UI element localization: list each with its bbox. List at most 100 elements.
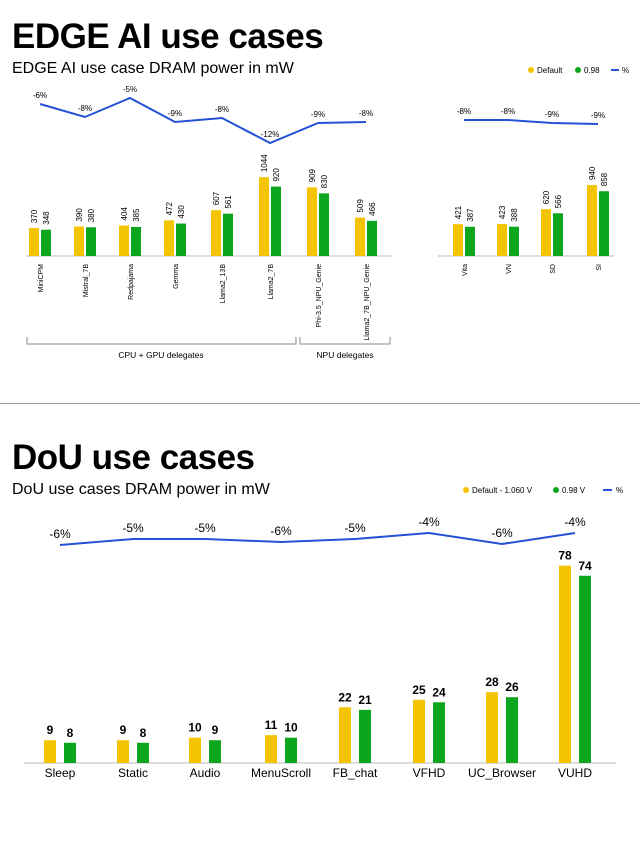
edge-value-label: 404	[120, 207, 129, 221]
edge-value-label: 909	[308, 168, 317, 182]
dou-bar-vuhd-default	[559, 565, 571, 763]
dou-category-label: MenuScroll	[251, 766, 311, 780]
edge-category-label: VN	[506, 264, 513, 274]
dou-bar-vuhd-alt	[579, 575, 591, 763]
dou-value-label: 26	[505, 680, 519, 694]
dou-bar-vfhd-alt	[433, 702, 445, 763]
dou-value-label: 8	[67, 726, 74, 740]
legend-default-icon	[528, 67, 534, 73]
edge-bar-vita-default	[453, 224, 463, 256]
dou-value-label: 9	[47, 723, 54, 737]
dou-category-label: FB_chat	[333, 766, 378, 780]
dou-bar-fb-chat-alt	[359, 709, 371, 763]
edge-category-label: Vita	[462, 264, 469, 276]
edge-bar-mistral-7b-default	[74, 226, 84, 256]
edge-pct-label: -8%	[457, 107, 471, 116]
edge-bar-minicpm-alt	[41, 229, 51, 256]
edge-category-label: Redpajama	[128, 264, 135, 300]
dou-legend-default-label: Default - 1.060 V	[472, 486, 533, 495]
edge-category-label: Phi-3.5_NPU_Genie	[316, 264, 323, 328]
edge-legend: Default 0.98%	[528, 66, 629, 75]
dou-bar-menuscroll-alt	[285, 737, 297, 763]
edge-bar-phi-3-5-npu-genie-default	[307, 187, 317, 256]
dou-value-label: 10	[284, 721, 298, 735]
edge-bar-si-default	[587, 185, 597, 256]
edge-pct-label: -9%	[591, 111, 605, 120]
dou-category-label: Static	[118, 766, 148, 780]
dou-bar-audio-default	[189, 737, 201, 763]
edge-chart: Default 0.98% -6% -8% -5% -9% -8% -12% -9% -8% -8…	[26, 66, 629, 360]
dou-bar-static-alt	[137, 742, 149, 763]
edge-bar-vita-alt	[465, 226, 475, 256]
edge-group-brackets: CPU + GPU delegates NPU delegates	[26, 337, 391, 360]
dou-value-label: 9	[212, 723, 219, 737]
dou-bar-uc-browser-default	[486, 692, 498, 763]
edge-bar-llama2-7b-alt	[271, 186, 281, 256]
dou-percent-line: -6% -5% -5% -6% -5% -4% -6% -4%	[49, 515, 586, 546]
dou-value-label: 21	[358, 693, 372, 707]
edge-value-label: 380	[87, 208, 96, 222]
edge-value-label: 607	[212, 191, 221, 205]
dou-legend-pct-label: %	[616, 486, 623, 495]
edge-value-label: 561	[224, 195, 233, 209]
edge-value-label: 348	[42, 211, 51, 225]
dou-bar-fb-chat-default	[339, 707, 351, 763]
dou-legend-alt-icon	[553, 487, 559, 493]
dou-value-label: 8	[140, 726, 147, 740]
dou-category-label: Sleep	[45, 766, 76, 780]
edge-value-label: 466	[368, 202, 377, 216]
dou-pct-label: -4%	[564, 515, 586, 529]
dou-bar-audio-alt	[209, 740, 221, 763]
edge-value-label: 858	[600, 172, 609, 186]
npu-bracket	[299, 337, 391, 345]
dou-pct-label: -6%	[270, 524, 292, 538]
edge-pct-label: -8%	[359, 109, 373, 118]
edge-bar-mistral-7b-alt	[86, 227, 96, 256]
edge-percent-line: -6% -8% -5% -9% -8% -12% -9% -8% -8% -8% -9% -9%	[33, 85, 605, 145]
edge-value-label: 385	[132, 208, 141, 222]
edge-pct-label: -8%	[78, 104, 92, 113]
edge-category-label: SI	[596, 264, 603, 271]
dou-subtitle: DoU use cases DRAM power in mW	[12, 481, 270, 498]
edge-bar-redpajama-default	[119, 225, 129, 256]
dou-pct-label: -5%	[122, 521, 144, 535]
edge-value-label: 423	[498, 205, 507, 219]
edge-bar-llama2-13b-default	[211, 210, 221, 256]
dou-legend: Default - 1.060 V 0.98 V%	[463, 486, 623, 495]
edge-value-label: 472	[165, 201, 174, 215]
dou-pct-label: -5%	[194, 521, 216, 535]
section-divider	[0, 403, 640, 404]
edge-bar-llama2-7b-npu-genie-alt	[367, 220, 377, 256]
edge-value-label: 388	[510, 208, 519, 222]
edge-bar-llama2-13b-alt	[223, 213, 233, 256]
edge-bar-llama2-7b-npu-genie-default	[355, 217, 365, 256]
edge-value-label: 566	[554, 194, 563, 208]
edge-pct-label: -12%	[261, 130, 280, 139]
dou-pct-label: -6%	[491, 526, 513, 540]
edge-value-label: 620	[542, 190, 551, 204]
edge-value-label: 1044	[260, 154, 269, 172]
dou-legend-default-icon	[463, 487, 469, 493]
legend-default-label: Default	[537, 66, 563, 75]
edge-bar-gemma-default	[164, 220, 174, 256]
dou-bar-static-default	[117, 740, 129, 763]
edge-value-label: 387	[466, 208, 475, 222]
edge-category-label: Llama2_7B	[268, 264, 275, 300]
edge-value-label: 370	[30, 209, 39, 223]
cpu-gpu-group-label: CPU + GPU delegates	[118, 350, 203, 360]
cpu-gpu-bracket	[26, 337, 297, 345]
edge-pct-label: -8%	[501, 107, 515, 116]
legend-pct-label: %	[622, 66, 629, 75]
dou-bar-uc-browser-alt	[506, 697, 518, 763]
edge-pct-label: -5%	[123, 85, 137, 94]
dou-pct-line-path	[59, 531, 576, 546]
edge-bar-vn-default	[497, 224, 507, 256]
npu-group-label: NPU delegates	[316, 350, 373, 360]
edge-category-label: Llama2_13B	[220, 264, 227, 304]
legend-alt-label: 0.98	[584, 66, 600, 75]
dou-category-label: Audio	[190, 766, 221, 780]
edge-value-label: 830	[320, 174, 329, 188]
dou-value-label: 10	[188, 721, 202, 735]
